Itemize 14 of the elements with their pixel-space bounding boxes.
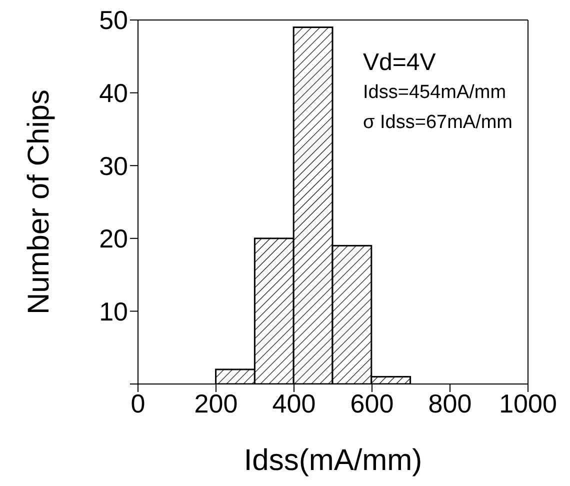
x-axis-title: Idss(mA/mm) bbox=[244, 444, 422, 477]
x-tick-label: 800 bbox=[428, 388, 472, 418]
x-tick-label: 400 bbox=[272, 388, 316, 418]
stat-notes: Vd=4V Idss=454mA/mm σ Idss=67mA/mm bbox=[363, 48, 513, 135]
y-tick-label: 10 bbox=[99, 296, 128, 326]
y-tick-label: 40 bbox=[99, 78, 128, 108]
y-tick-label: 20 bbox=[99, 224, 128, 254]
x-tick-label: 200 bbox=[194, 388, 238, 418]
y-tick-label: 30 bbox=[99, 150, 128, 181]
y-axis-title: Number of Chips bbox=[22, 89, 56, 315]
x-tick-label: 600 bbox=[350, 388, 394, 418]
y-tick-label: 50 bbox=[99, 5, 128, 36]
x-tick-label: 1000 bbox=[499, 388, 557, 418]
x-tick-label: 0 bbox=[130, 388, 146, 418]
